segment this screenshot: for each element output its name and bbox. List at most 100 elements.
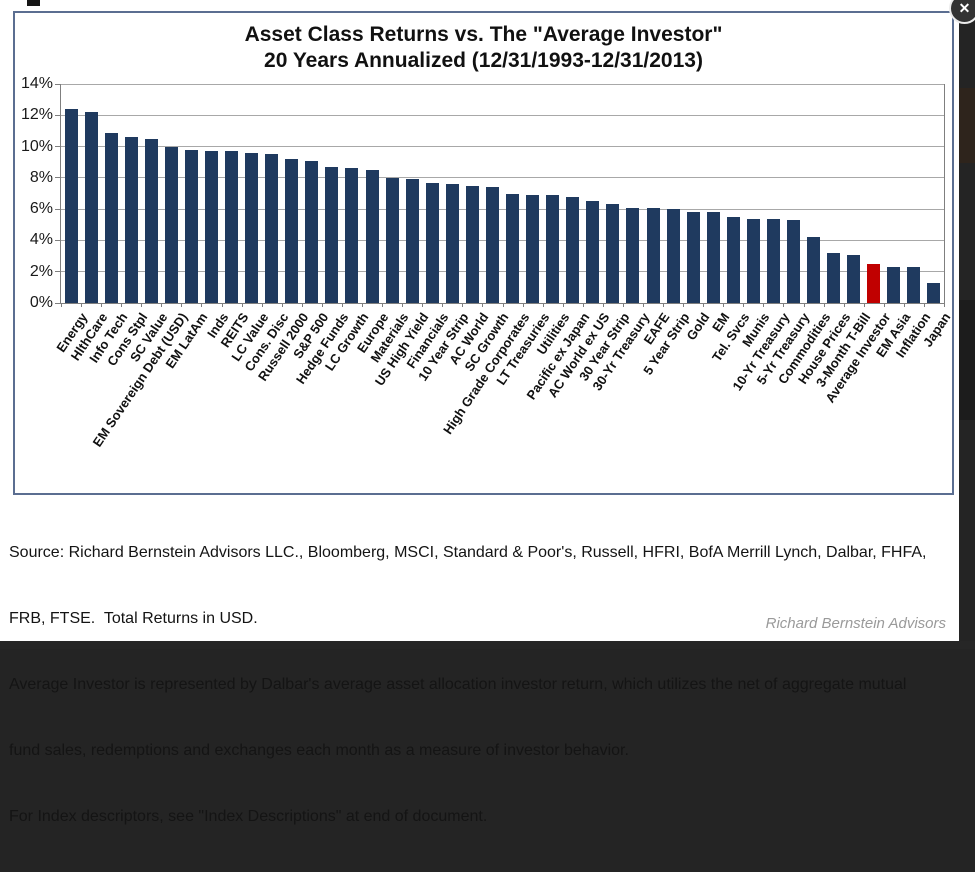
x-axis-tick <box>241 303 243 307</box>
bar <box>445 184 459 303</box>
bar <box>807 237 821 303</box>
bar <box>124 137 138 303</box>
x-axis-tick <box>81 303 83 307</box>
y-axis-label: 2% <box>29 262 53 280</box>
x-axis-tick <box>61 303 62 307</box>
bar <box>726 216 740 303</box>
note-line: fund sales, redemptions and exchanges ea… <box>9 742 629 759</box>
y-axis-label: 12% <box>20 106 53 124</box>
bar <box>104 132 118 303</box>
bar <box>586 201 600 303</box>
x-axis-tick <box>522 303 524 307</box>
gridline <box>61 146 944 148</box>
bar <box>927 282 941 303</box>
x-axis-tick <box>161 303 163 307</box>
note-line: For Index descriptors, see "Index Descri… <box>9 808 488 825</box>
x-axis-tick <box>703 303 705 307</box>
bar <box>385 177 399 303</box>
x-axis-tick <box>201 303 203 307</box>
y-axis-label: 10% <box>20 137 53 155</box>
document-page: Asset Class Returns vs. The "Average Inv… <box>0 0 960 825</box>
bottom-edge-strip <box>0 641 975 649</box>
x-axis-tick <box>402 303 404 307</box>
x-axis-tick <box>803 303 805 307</box>
y-axis-label: 14% <box>20 75 53 92</box>
bar <box>164 146 178 303</box>
bar <box>345 168 359 303</box>
bar <box>245 152 259 303</box>
x-axis-tick <box>442 303 444 307</box>
bar <box>847 254 861 303</box>
x-axis-tick <box>281 303 283 307</box>
x-axis-tick <box>321 303 323 307</box>
bar <box>144 138 158 303</box>
gridline <box>61 271 944 273</box>
x-axis-tick <box>723 303 725 307</box>
y-axis-tick <box>55 239 61 241</box>
source-notes: Source: Richard Bernstein Advisors LLC.,… <box>9 498 953 872</box>
bar <box>706 212 720 303</box>
right-edge-strip <box>959 0 975 649</box>
bar <box>766 218 780 303</box>
bar <box>325 166 339 303</box>
x-axis-tick <box>683 303 685 307</box>
gridline <box>61 239 944 241</box>
bar-highlight <box>867 263 881 303</box>
bar <box>686 212 700 303</box>
x-axis-tick <box>482 303 484 307</box>
bar <box>526 195 540 303</box>
source-line: Source: Richard Bernstein Advisors LLC.,… <box>9 544 927 561</box>
y-axis-label: 0% <box>29 294 53 311</box>
gridline <box>61 177 944 179</box>
gridline <box>61 83 944 85</box>
y-axis-tick <box>55 208 61 210</box>
bar <box>265 154 279 303</box>
bar <box>365 170 379 303</box>
x-axis-tick <box>542 303 544 307</box>
gridline <box>61 114 944 116</box>
x-axis-tick <box>602 303 604 307</box>
y-axis-tick <box>55 271 61 273</box>
y-axis-tick <box>55 302 61 304</box>
bar <box>64 109 78 303</box>
y-axis-tick <box>55 114 61 116</box>
x-axis-tick <box>462 303 464 307</box>
y-axis-label: 6% <box>29 200 53 218</box>
gridline <box>61 208 944 210</box>
x-axis-tick <box>101 303 103 307</box>
x-axis-tick <box>823 303 825 307</box>
bar <box>606 204 620 303</box>
x-axis-tick <box>261 303 263 307</box>
x-axis-tick <box>783 303 785 307</box>
x-axis-tick <box>863 303 865 307</box>
x-axis-tick <box>121 303 123 307</box>
x-axis-tick <box>221 303 223 307</box>
bar <box>84 112 98 303</box>
x-axis-tick <box>903 303 905 307</box>
bar <box>887 267 901 303</box>
x-axis-tick <box>642 303 644 307</box>
x-axis-tick <box>763 303 765 307</box>
y-axis-tick <box>55 177 61 179</box>
bar <box>566 196 580 303</box>
close-icon[interactable]: ✕ <box>949 0 975 24</box>
x-axis-tick <box>181 303 183 307</box>
bar <box>827 252 841 303</box>
bar <box>546 195 560 303</box>
x-axis-tick <box>562 303 564 307</box>
screen-artifact <box>27 0 40 6</box>
chart-title-line2: 20 Years Annualized (12/31/1993-12/31/20… <box>264 49 703 72</box>
bar <box>184 149 198 303</box>
bar <box>405 179 419 303</box>
x-axis-tick <box>883 303 885 307</box>
x-axis-tick <box>362 303 364 307</box>
x-axis-tick <box>341 303 343 307</box>
bar <box>485 187 499 303</box>
bar <box>465 185 479 303</box>
bar <box>907 267 921 303</box>
source-line: FRB, FTSE. Total Returns in USD. <box>9 610 258 627</box>
x-axis-tick <box>382 303 384 307</box>
bar <box>225 151 239 303</box>
chart-panel: Asset Class Returns vs. The "Average Inv… <box>13 11 954 495</box>
x-axis-tick <box>944 303 945 307</box>
